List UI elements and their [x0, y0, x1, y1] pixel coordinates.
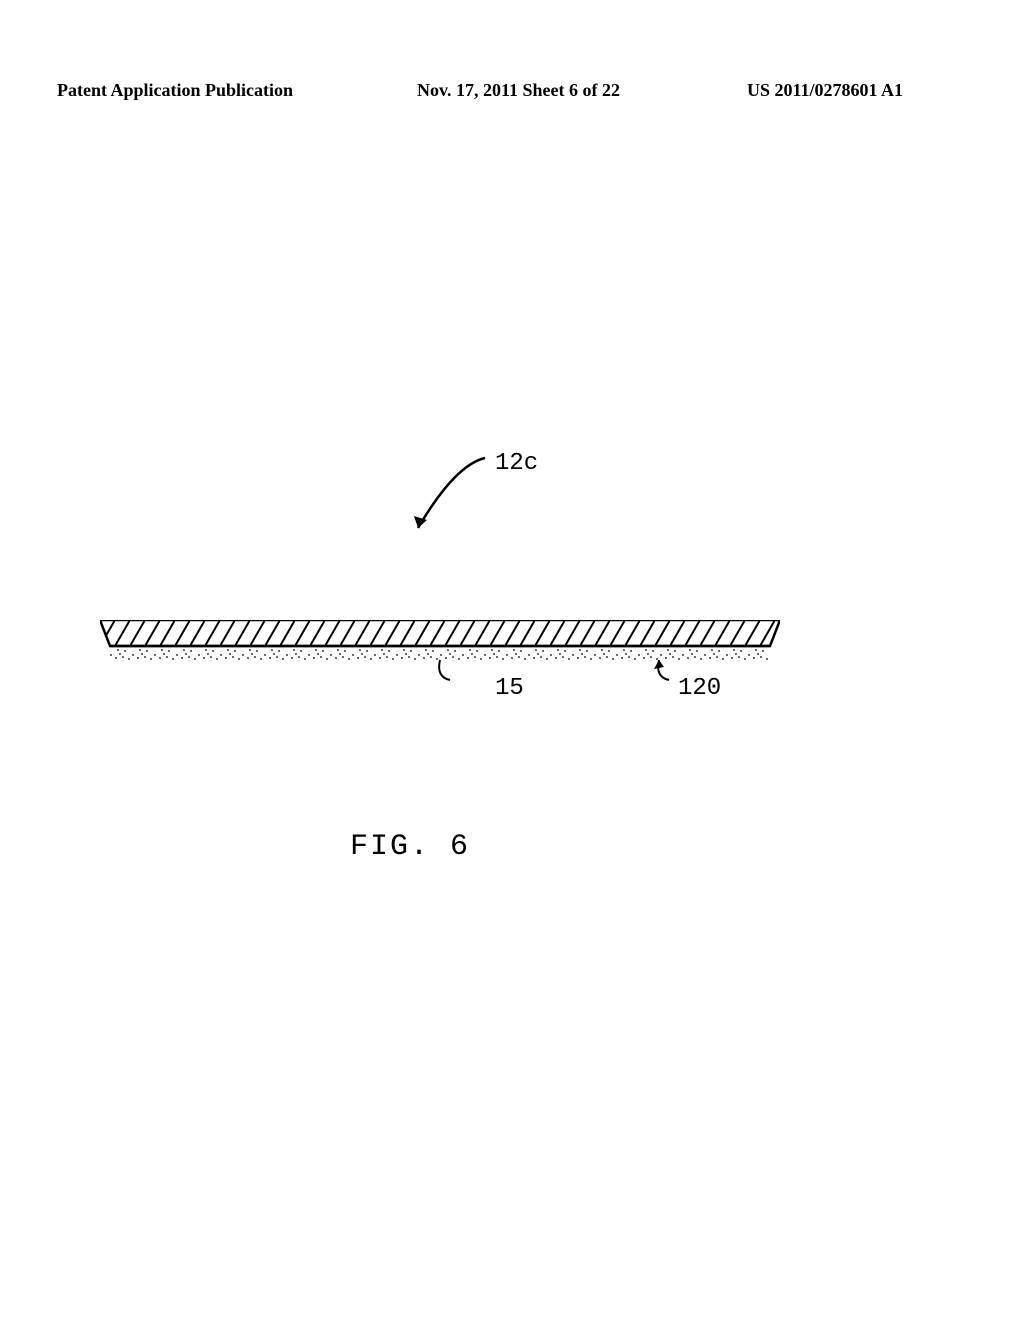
publication-type: Patent Application Publication [57, 80, 377, 101]
reference-label-15: 15 [495, 675, 524, 702]
publication-number: US 2011/0278601 A1 [747, 80, 967, 101]
reference-label-12c: 12c [495, 450, 538, 477]
reference-label-120: 120 [678, 675, 721, 702]
figure-6-area: 12c 15 120 FIG. 6 [100, 450, 820, 850]
figure-title: FIG. 6 [350, 830, 470, 864]
cross-section-diagram [100, 620, 780, 720]
date-sheet-info: Nov. 17, 2011 Sheet 6 of 22 [417, 80, 707, 101]
page-header: Patent Application Publication Nov. 17, … [0, 80, 1024, 101]
pointer-arrow-12c [400, 450, 500, 540]
